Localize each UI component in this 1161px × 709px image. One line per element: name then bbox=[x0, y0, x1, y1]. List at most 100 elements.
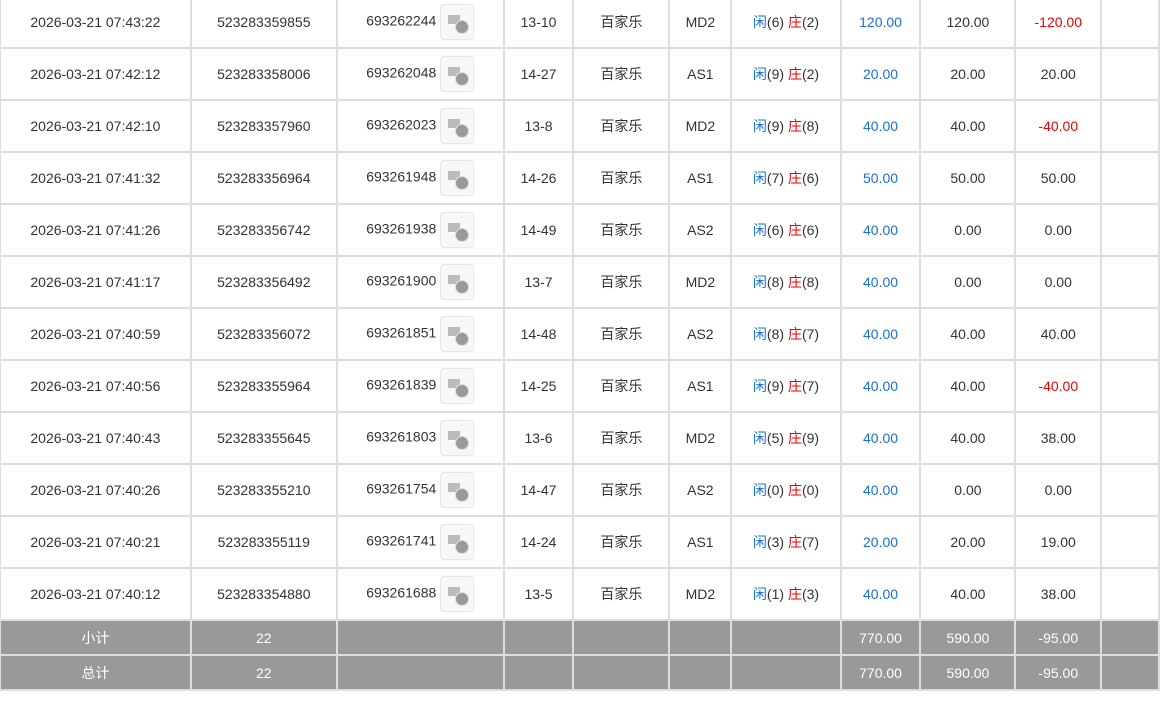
game-name: 百家乐 bbox=[572, 515, 671, 569]
video-replay-icon[interactable] bbox=[440, 56, 475, 92]
bet-amount[interactable]: 40.00 bbox=[839, 203, 922, 257]
order-number: 523283356964 bbox=[189, 151, 338, 205]
table-number: 13-6 bbox=[502, 411, 575, 465]
round-number: 693261948 bbox=[366, 168, 437, 185]
win-loss: 0.00 bbox=[1014, 203, 1103, 257]
room-code: AS1 bbox=[668, 359, 733, 413]
table-row: 2026-03-21 07:40:12 523283354880 6932616… bbox=[0, 567, 1160, 621]
player-label: 闲 bbox=[752, 170, 767, 186]
banker-points: 9 bbox=[806, 430, 815, 446]
banker-label: 庄 bbox=[787, 274, 802, 290]
summary-bet: 770.00 bbox=[839, 654, 922, 691]
valid-bet: 0.00 bbox=[919, 203, 1017, 257]
bet-amount[interactable]: 120.00 bbox=[839, 0, 922, 49]
summary-valid: 590.00 bbox=[919, 654, 1017, 691]
banker-label: 庄 bbox=[787, 482, 802, 498]
banker-label: 庄 bbox=[787, 222, 802, 238]
win-loss: 40.00 bbox=[1014, 307, 1103, 361]
video-replay-icon[interactable] bbox=[440, 316, 475, 352]
bet-amount[interactable]: 20.00 bbox=[839, 47, 922, 101]
result-cell: 闲(6) 庄(6) bbox=[730, 203, 842, 257]
player-label: 闲 bbox=[752, 430, 767, 446]
table-row: 2026-03-21 07:40:26 523283355210 6932617… bbox=[0, 463, 1160, 517]
player-points: 6 bbox=[771, 14, 780, 30]
video-replay-icon[interactable] bbox=[440, 160, 475, 196]
video-replay-icon[interactable] bbox=[440, 472, 475, 508]
table-row: 2026-03-21 07:42:12 523283358006 6932620… bbox=[0, 47, 1160, 101]
bet-amount[interactable]: 40.00 bbox=[839, 99, 922, 153]
total-row: 总计 22 770.00 590.00 -95.00 bbox=[0, 654, 1160, 691]
bet-amount[interactable]: 50.00 bbox=[839, 151, 922, 205]
order-number: 523283354880 bbox=[189, 567, 338, 621]
round-number: 693262048 bbox=[366, 64, 437, 81]
summary-win-loss: -95.00 bbox=[1014, 619, 1103, 656]
room-code: MD2 bbox=[668, 99, 733, 153]
table-row: 2026-03-21 07:40:21 523283355119 6932617… bbox=[0, 515, 1160, 569]
result-cell: 闲(8) 庄(7) bbox=[730, 307, 842, 361]
table-number: 14-26 bbox=[502, 151, 575, 205]
game-name: 百家乐 bbox=[572, 203, 671, 257]
order-number: 523283358006 bbox=[189, 47, 338, 101]
order-number: 523283359855 bbox=[189, 0, 338, 49]
room-code: MD2 bbox=[668, 0, 733, 49]
round-number: 693261900 bbox=[366, 272, 437, 289]
banker-label: 庄 bbox=[787, 170, 802, 186]
summary-label: 总计 bbox=[0, 654, 192, 691]
win-loss: -40.00 bbox=[1014, 99, 1103, 153]
empty-cell bbox=[1100, 463, 1160, 517]
banker-points: 8 bbox=[806, 118, 815, 134]
bet-amount[interactable]: 40.00 bbox=[839, 463, 922, 517]
banker-label: 庄 bbox=[787, 118, 802, 134]
round-number: 693261839 bbox=[366, 376, 437, 393]
video-replay-icon[interactable] bbox=[440, 524, 475, 560]
video-replay-icon[interactable] bbox=[440, 420, 475, 456]
video-replay-icon[interactable] bbox=[440, 264, 475, 300]
game-name: 百家乐 bbox=[572, 567, 671, 621]
game-name: 百家乐 bbox=[572, 0, 671, 49]
banker-points: 2 bbox=[806, 66, 815, 82]
table-row: 2026-03-21 07:40:59 523283356072 6932618… bbox=[0, 307, 1160, 361]
result-cell: 闲(9) 庄(7) bbox=[730, 359, 842, 413]
table-number: 14-48 bbox=[502, 307, 575, 361]
room-code: AS1 bbox=[668, 515, 733, 569]
valid-bet: 120.00 bbox=[919, 0, 1017, 49]
bet-time: 2026-03-21 07:40:43 bbox=[0, 411, 192, 465]
bet-time: 2026-03-21 07:40:12 bbox=[0, 567, 192, 621]
banker-points: 6 bbox=[806, 170, 815, 186]
player-points: 9 bbox=[771, 118, 780, 134]
video-replay-icon[interactable] bbox=[440, 108, 475, 144]
video-replay-icon[interactable] bbox=[440, 576, 475, 612]
player-points: 8 bbox=[771, 326, 780, 342]
win-loss: 50.00 bbox=[1014, 151, 1103, 205]
player-points: 9 bbox=[771, 378, 780, 394]
bet-amount[interactable]: 40.00 bbox=[839, 307, 922, 361]
result-cell: 闲(6) 庄(2) bbox=[730, 0, 842, 49]
table-row: 2026-03-21 07:41:32 523283356964 6932619… bbox=[0, 151, 1160, 205]
win-loss: 19.00 bbox=[1014, 515, 1103, 569]
banker-points: 6 bbox=[806, 222, 815, 238]
result-cell: 闲(1) 庄(3) bbox=[730, 567, 842, 621]
video-replay-icon[interactable] bbox=[440, 368, 475, 404]
summary-win-loss: -95.00 bbox=[1014, 654, 1103, 691]
banker-label: 庄 bbox=[787, 430, 802, 446]
bet-amount[interactable]: 40.00 bbox=[839, 359, 922, 413]
bet-amount[interactable]: 20.00 bbox=[839, 515, 922, 569]
video-replay-icon[interactable] bbox=[440, 212, 475, 248]
room-code: MD2 bbox=[668, 411, 733, 465]
game-name: 百家乐 bbox=[572, 151, 671, 205]
table-row: 2026-03-21 07:40:56 523283355964 6932618… bbox=[0, 359, 1160, 413]
empty-cell bbox=[1100, 151, 1160, 205]
player-label: 闲 bbox=[752, 118, 767, 134]
empty-cell bbox=[1100, 515, 1160, 569]
valid-bet: 40.00 bbox=[919, 411, 1017, 465]
summary-count: 22 bbox=[189, 619, 338, 656]
table-row: 2026-03-21 07:42:10 523283357960 6932620… bbox=[0, 99, 1160, 153]
order-number: 523283356492 bbox=[189, 255, 338, 309]
video-replay-icon[interactable] bbox=[440, 4, 475, 40]
order-number: 523283356742 bbox=[189, 203, 338, 257]
bet-amount[interactable]: 40.00 bbox=[839, 255, 922, 309]
subtotal-row: 小计 22 770.00 590.00 -95.00 bbox=[0, 619, 1160, 656]
bet-amount[interactable]: 40.00 bbox=[839, 411, 922, 465]
win-loss: 38.00 bbox=[1014, 411, 1103, 465]
bet-amount[interactable]: 40.00 bbox=[839, 567, 922, 621]
